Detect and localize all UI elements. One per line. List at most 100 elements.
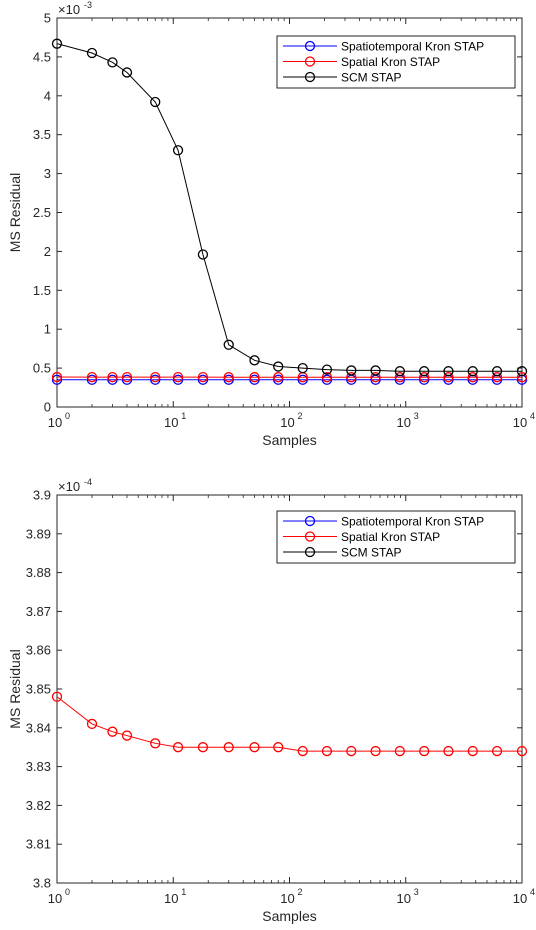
y-tick-label: 3.82 [26,798,51,813]
x-tick-label-exponent: 3 [414,411,419,421]
data-point [370,365,381,376]
data-point [467,372,478,383]
data-point [172,374,184,385]
data-point [223,372,234,383]
y-tick-label: 3.85 [26,682,51,697]
y-exponent-power: -3 [84,0,92,10]
chart-2: 10 0 10 1 10 2 10 3 10 43.83.813.823.833.843.853.… [7,477,535,924]
data-point [273,372,284,383]
data-point [121,374,133,385]
data-point [107,57,118,68]
legend-entry: SCM STAP [341,71,401,85]
y-tick-label: 3.87 [26,604,51,619]
data-point [346,372,357,383]
y-tick-label: 4.5 [33,49,51,64]
data-point [223,339,234,350]
legend-marker [304,40,316,52]
data-point [297,362,308,374]
data-point [321,364,333,375]
y-tick-label: 2.5 [33,205,51,220]
data-point [121,67,133,78]
data-point [419,366,430,377]
data-point [51,38,63,49]
x-tick-label: 10 [164,891,178,906]
y-tick-label: 3 [44,166,51,181]
legend-entry: Spatial Kron STAP [341,55,440,69]
data-point [223,742,234,753]
x-tick-label: 10 [164,415,178,430]
x-tick-label: 10 [280,891,294,906]
data-point [346,745,357,757]
series-3 [51,38,528,377]
y-tick-label: 5 [44,11,51,26]
x-tick-label: 10 [397,891,411,906]
data-point [394,372,406,383]
data-point [197,371,209,383]
data-point [297,745,308,757]
chart-1: 10 0 10 1 10 2 10 3 10 400.511.522.533.544.55×10-… [7,0,535,448]
x-tick-label-exponent: 4 [530,411,535,421]
y-exponent-label: ×10 [58,479,80,494]
data-point [121,730,133,741]
legend-entry: Spatiotemporal Kron STAP [341,40,484,54]
data-point [443,745,454,757]
y-tick-label: 3.88 [26,565,51,580]
data-point [107,726,118,737]
x-tick-label-exponent: 2 [298,887,303,897]
data-point [321,372,333,383]
legend-entry: SCM STAP [341,546,401,560]
y-exponent-label: ×10 [58,2,80,17]
series-2 [51,691,528,757]
data-point [86,47,98,59]
data-point [51,691,63,702]
data-point [394,366,406,377]
x-tick-label-exponent: 4 [530,887,535,897]
data-point [419,372,430,383]
series-2 [51,371,528,383]
y-tick-label: 3.86 [26,643,51,658]
data-point [491,372,503,383]
data-point [467,366,478,377]
x-tick-label-exponent: 1 [181,411,186,421]
data-point [443,366,454,377]
y-tick-label: 3.84 [26,720,51,735]
data-point [249,355,260,366]
data-point [223,374,234,385]
y-tick-label: 3.8 [33,876,51,891]
data-point [172,371,184,383]
y-tick-label: 4 [44,88,51,103]
data-point [370,372,381,383]
legend-entry: Spatiotemporal Kron STAP [341,515,484,529]
data-point [197,249,209,260]
data-point [150,738,161,749]
y-tick-label: 1.5 [33,283,51,298]
legend-marker [304,531,316,542]
data-point [321,745,333,757]
legend-marker [304,546,316,558]
y-tick-label: 0 [44,400,51,415]
data-point [86,718,98,730]
data-point [346,365,357,376]
x-tick-label-exponent: 0 [65,887,70,897]
y-axis-label: MS Residual [7,649,23,728]
legend-marker [304,56,316,67]
x-tick-label-exponent: 2 [298,411,303,421]
legend-marker [304,71,316,83]
x-tick-label-exponent: 0 [65,411,70,421]
y-tick-label: 1 [44,322,51,337]
data-point [516,372,528,383]
data-point [197,374,209,385]
y-tick-label: 0.5 [33,361,51,376]
data-point [273,361,284,372]
y-axis-label: MS Residual [7,173,23,252]
data-point [297,374,308,385]
data-point [150,374,161,385]
y-exponent-power: -4 [84,477,92,487]
data-point [150,96,161,108]
x-tick-label: 10 [48,891,62,906]
x-tick-label: 10 [397,415,411,430]
data-point [86,371,98,383]
